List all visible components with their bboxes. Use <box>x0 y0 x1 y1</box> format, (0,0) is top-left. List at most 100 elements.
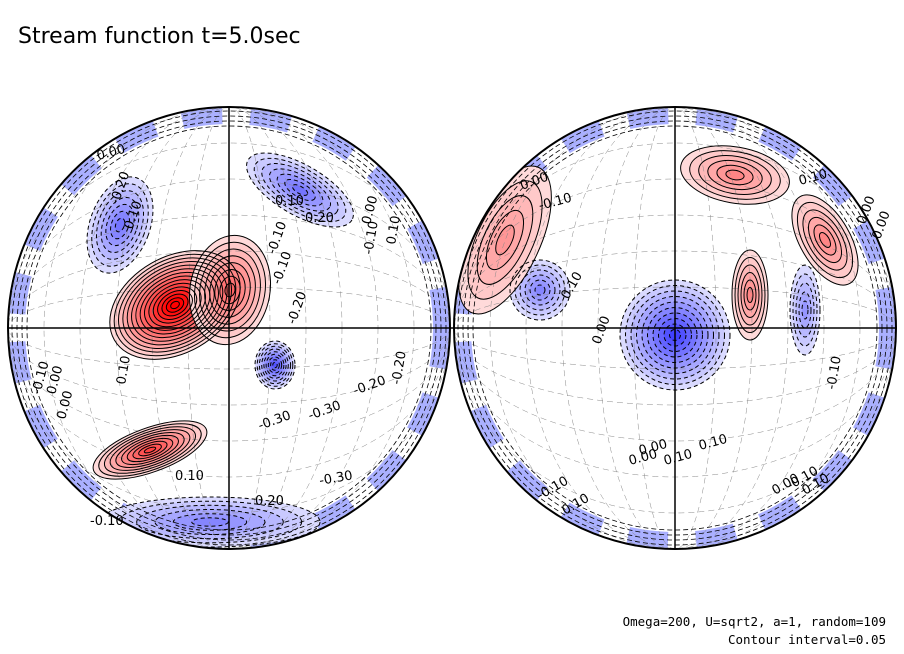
right-contour-line <box>789 264 821 356</box>
chart-title: Stream function t=5.0sec <box>18 24 301 49</box>
left-negative-extremum-5-fill <box>292 184 308 196</box>
left-contour-line <box>165 297 185 313</box>
left-contour-label: 0.00 <box>44 364 66 396</box>
right-contour-line <box>743 279 757 311</box>
right-contour-line <box>807 216 843 264</box>
left-contour-line <box>110 210 130 240</box>
right-contour-line <box>801 300 809 320</box>
left-contour-line <box>100 196 140 254</box>
left-contour-line <box>265 353 285 377</box>
left-contour-line <box>263 351 287 379</box>
left-negative-extremum-3-fill <box>272 362 278 368</box>
right-contour-line <box>746 287 754 303</box>
left-contour-line <box>103 426 197 474</box>
left-contour-line <box>172 513 248 531</box>
left-contour-line <box>194 241 266 339</box>
right-contour-line <box>791 194 859 286</box>
left-contour-label: -0.20 <box>389 350 410 386</box>
left-contour-line <box>113 253 237 357</box>
left-contour-line <box>91 183 149 267</box>
right-contour-line <box>731 249 769 341</box>
left-contour-line <box>204 255 256 325</box>
right-contour-line <box>792 273 818 347</box>
left-contour-line <box>161 293 189 317</box>
right-contour-label: 0.10 <box>697 432 729 454</box>
left-contour-label: 0.20 <box>255 494 284 509</box>
left-contour-line <box>258 345 292 385</box>
right-contour-line <box>698 155 772 195</box>
contour-interval-text: Contour interval=0.05 <box>727 632 886 647</box>
left-contour-line <box>105 203 135 247</box>
right-contour-line <box>802 209 848 271</box>
right-contour-line <box>636 296 714 374</box>
right-contour-line <box>707 159 763 191</box>
right-contour-line <box>495 224 515 256</box>
left-positive-extremum-1-fill <box>144 447 156 453</box>
left-contour-label: -0.10 <box>361 220 382 256</box>
right-contour-line <box>485 209 525 271</box>
left-contour-line <box>144 279 206 331</box>
right-contour-line <box>734 257 766 333</box>
left-contour-line <box>170 300 180 310</box>
left-contour-line <box>122 261 228 349</box>
right-contour-line <box>689 150 781 200</box>
left-contour-line <box>109 429 191 471</box>
right-contour-line <box>795 282 815 338</box>
right-negative-extremum-5-fill <box>802 301 808 319</box>
left-negative-extremum-4-fill <box>115 218 125 232</box>
right-contour-label: 0.10 <box>797 167 829 189</box>
right-contour-line <box>737 264 763 326</box>
left-contour-line <box>126 264 224 346</box>
left-contour-line <box>92 420 208 480</box>
left-contour-line <box>132 440 168 460</box>
left-contour-line <box>139 275 211 335</box>
right-contour-line <box>716 164 754 186</box>
right-contour-line <box>813 224 837 256</box>
right-contour-line <box>509 259 571 321</box>
left-contour-label: 0.10 <box>175 469 204 484</box>
right-contour-line <box>725 169 745 181</box>
left-contour-line <box>261 348 289 382</box>
left-contour-line <box>254 340 296 390</box>
left-contour-line <box>284 178 316 202</box>
left-contour-line <box>114 217 126 233</box>
right-negative-extremum-4-fill <box>535 285 545 295</box>
right-contour-line <box>519 269 561 311</box>
left-contour-line <box>261 163 339 217</box>
right-contour-label: 0.00 <box>637 437 669 459</box>
left-contour-line <box>143 446 157 454</box>
right-contour-line <box>524 274 556 306</box>
left-contour-label: 0.10 <box>384 215 404 246</box>
right-positive-extremum-1-fill <box>725 170 745 180</box>
left-contour-line <box>95 190 145 260</box>
left-contour-line <box>136 504 284 540</box>
left-contour-line <box>209 262 251 318</box>
left-contour-line <box>188 234 272 346</box>
right-contour-label: 0.10 <box>662 447 694 469</box>
left-contour-line <box>268 168 332 212</box>
left-contour-line <box>98 423 202 477</box>
left-contour-label: -0.30 <box>318 468 354 489</box>
right-contour-line <box>630 290 720 380</box>
left-contour-line <box>135 271 215 339</box>
left-contour-line <box>246 152 354 228</box>
right-positive-extremum-2-fill <box>819 232 831 248</box>
right-contour-label: 0.00 <box>627 447 659 469</box>
right-contour-line <box>740 272 760 318</box>
left-contour-line <box>267 356 283 374</box>
left-contour-line <box>199 248 261 332</box>
left-negative-extremum-6-fill <box>191 517 229 527</box>
left-contour-line <box>276 173 324 207</box>
left-contour-line <box>138 443 162 457</box>
right-contour-line <box>796 201 854 279</box>
right-contour-line <box>467 180 543 300</box>
left-contour-line <box>117 257 233 353</box>
left-contour-line <box>126 437 174 463</box>
left-contour-line <box>121 434 179 466</box>
right-contour-label: -0.10 <box>824 355 845 391</box>
left-contour-line <box>272 361 278 369</box>
left-contour-line <box>214 269 246 311</box>
parameters-text: Omega=200, U=sqrt2, a=1, random=109 <box>622 614 886 629</box>
right-positive-extremum-6-fill <box>495 225 515 255</box>
